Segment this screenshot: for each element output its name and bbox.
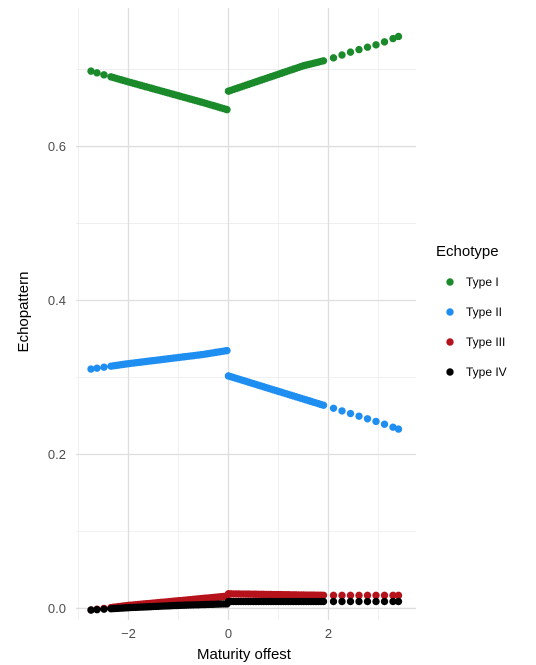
data-point <box>319 597 328 606</box>
y-axis-title: Echopattern <box>15 272 32 353</box>
data-point <box>355 45 363 54</box>
data-point <box>329 404 338 413</box>
data-point <box>346 48 355 56</box>
data-point <box>100 363 108 371</box>
legend-key <box>446 308 454 316</box>
legend-item: Type II <box>446 305 502 319</box>
data-point <box>87 365 95 373</box>
data-point <box>329 54 338 62</box>
data-point <box>338 591 346 600</box>
data-point <box>87 606 95 614</box>
data-point <box>223 105 231 114</box>
data-point <box>363 415 372 423</box>
data-point <box>355 597 363 606</box>
data-point <box>319 401 328 409</box>
y-tick-label: 0.4 <box>48 293 66 308</box>
data-point <box>363 591 372 600</box>
legend-label: Type III <box>466 335 505 349</box>
series-type-i <box>87 32 403 114</box>
data-point <box>100 605 108 613</box>
data-point <box>319 57 328 65</box>
legend-key <box>446 368 454 376</box>
legend-item: Type IV <box>446 365 507 379</box>
legend-key <box>446 278 454 286</box>
data-point <box>394 32 403 41</box>
data-point <box>380 38 389 46</box>
y-tick-label: 0.0 <box>48 601 66 616</box>
data-point <box>389 597 397 606</box>
x-axis-title: Maturity offest <box>197 646 292 663</box>
data-point <box>372 597 380 606</box>
data-point <box>338 407 346 415</box>
data-point <box>93 605 101 614</box>
data-point <box>380 420 389 428</box>
data-point <box>394 425 403 433</box>
data-point <box>372 417 380 426</box>
data-point <box>329 597 338 606</box>
x-tick-label: 0 <box>225 626 232 641</box>
data-point <box>87 67 95 75</box>
data-point <box>394 591 403 600</box>
data-points <box>87 32 403 614</box>
legend-label: Type II <box>466 305 502 319</box>
y-tick-label: 0.2 <box>48 447 66 462</box>
data-point <box>346 597 355 606</box>
legend-item: Type III <box>446 335 505 349</box>
data-point <box>93 69 101 77</box>
x-axis-ticks: −2 0 2 <box>121 626 332 641</box>
data-point <box>319 591 328 599</box>
data-point <box>394 597 403 606</box>
data-point <box>338 597 346 606</box>
legend: Echotype Type I Type II Type III Type IV <box>436 243 507 379</box>
series-type-ii <box>87 346 403 433</box>
data-point <box>389 591 397 600</box>
data-point <box>363 43 372 51</box>
data-point <box>223 346 231 355</box>
data-point <box>380 597 389 606</box>
grid-lines <box>76 8 416 620</box>
legend-key <box>446 338 454 346</box>
data-point <box>100 71 108 79</box>
y-tick-label: 0.6 <box>48 139 66 154</box>
data-point <box>372 41 380 49</box>
data-point <box>346 409 355 418</box>
x-tick-label: 2 <box>325 626 332 641</box>
data-point <box>93 364 101 372</box>
legend-item: Type I <box>446 275 499 289</box>
data-point <box>363 597 372 606</box>
data-point <box>380 591 389 600</box>
data-point <box>338 51 346 59</box>
legend-label: Type IV <box>466 365 507 379</box>
data-point <box>329 591 338 600</box>
x-tick-label: −2 <box>121 626 136 641</box>
data-point <box>355 591 363 600</box>
data-point <box>346 591 355 600</box>
data-point <box>372 591 380 600</box>
y-axis-ticks: 0.0 0.2 0.4 0.6 <box>48 139 66 616</box>
legend-title: Echotype <box>436 243 499 260</box>
legend-label: Type I <box>466 275 499 289</box>
data-point <box>355 412 363 420</box>
series-type-iv <box>87 597 403 614</box>
